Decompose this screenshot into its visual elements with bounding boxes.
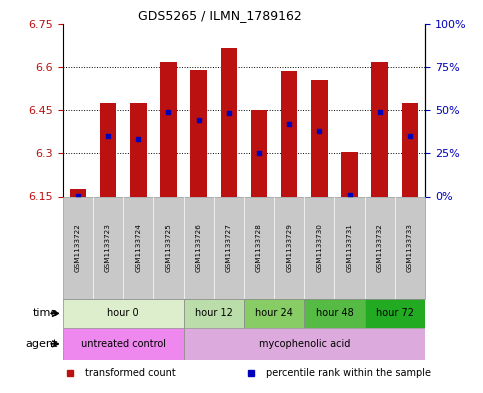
Bar	[244, 299, 304, 328]
Text: GSM1133733: GSM1133733	[407, 223, 413, 272]
Text: mycophenolic acid: mycophenolic acid	[258, 339, 350, 349]
Text: GSM1133725: GSM1133725	[166, 223, 171, 272]
Bar	[63, 328, 184, 360]
Text: GSM1133727: GSM1133727	[226, 223, 232, 272]
Text: GSM1133728: GSM1133728	[256, 223, 262, 272]
Bar	[63, 299, 184, 328]
Text: hour 12: hour 12	[195, 309, 233, 318]
Text: GSM1133730: GSM1133730	[316, 223, 322, 272]
Bar	[365, 299, 425, 328]
Bar	[281, 71, 298, 196]
Text: hour 48: hour 48	[315, 309, 354, 318]
Bar	[70, 189, 86, 196]
Bar	[311, 80, 327, 196]
Bar	[184, 299, 244, 328]
Bar	[160, 62, 177, 196]
Text: GSM1133724: GSM1133724	[135, 223, 141, 272]
Bar	[341, 152, 358, 196]
Bar	[184, 328, 425, 360]
Text: GSM1133732: GSM1133732	[377, 223, 383, 272]
Bar	[190, 70, 207, 196]
Text: agent: agent	[26, 339, 58, 349]
Text: GSM1133731: GSM1133731	[347, 223, 353, 272]
Text: hour 0: hour 0	[107, 309, 139, 318]
Text: GDS5265 / ILMN_1789162: GDS5265 / ILMN_1789162	[138, 9, 302, 22]
Bar	[304, 299, 365, 328]
Bar	[100, 103, 116, 196]
Text: GSM1133729: GSM1133729	[286, 223, 292, 272]
Text: GSM1133723: GSM1133723	[105, 223, 111, 272]
Text: GSM1133726: GSM1133726	[196, 223, 201, 272]
Bar	[402, 103, 418, 196]
Text: time: time	[33, 309, 58, 318]
Text: untreated control: untreated control	[81, 339, 166, 349]
Bar	[251, 110, 267, 196]
Text: transformed count: transformed count	[85, 368, 175, 378]
Text: hour 24: hour 24	[255, 309, 293, 318]
Bar	[221, 48, 237, 196]
Text: GSM1133722: GSM1133722	[75, 223, 81, 272]
Text: percentile rank within the sample: percentile rank within the sample	[266, 368, 431, 378]
Text: hour 72: hour 72	[376, 309, 414, 318]
Bar	[130, 103, 146, 196]
Bar	[371, 62, 388, 196]
